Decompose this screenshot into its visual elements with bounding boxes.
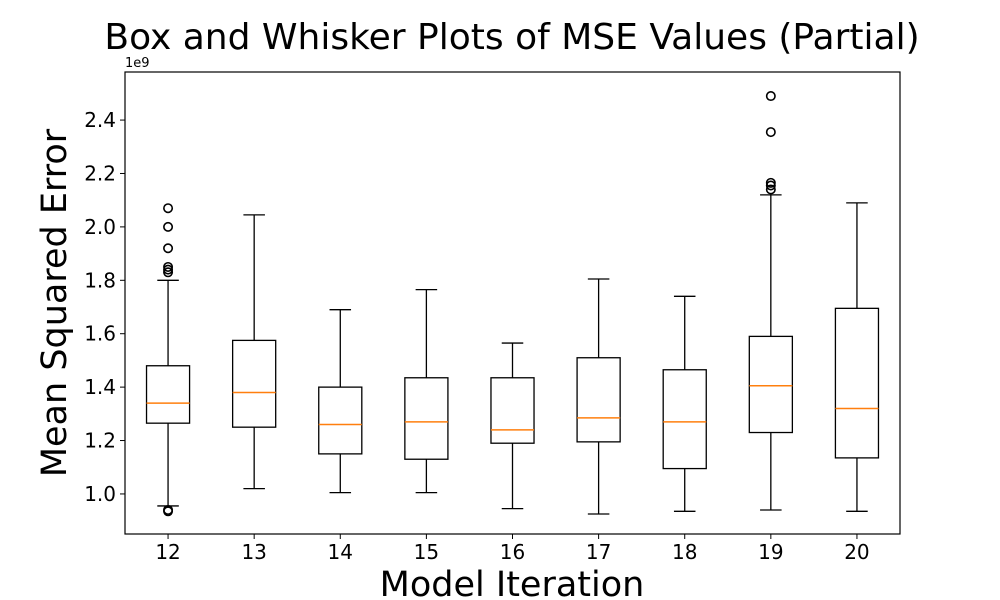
outlier-point [765, 127, 776, 138]
y-axis-title: Mean Squared Error [35, 128, 75, 477]
y-tick-label: 2.2 [84, 161, 116, 185]
y-tick-label: 2.0 [84, 215, 116, 239]
x-tick-label: 13 [241, 540, 266, 564]
iqr-box [834, 307, 880, 459]
outlier-point [163, 261, 174, 272]
chart-title: Box and Whisker Plots of MSE Values (Par… [104, 17, 919, 58]
x-tick-label: 17 [586, 540, 611, 564]
y-tick-label: 1.6 [84, 322, 116, 346]
x-tick-label: 18 [672, 540, 697, 564]
plot-frame [124, 71, 901, 535]
y-tick-label: 1.0 [84, 482, 116, 506]
iqr-box [145, 365, 191, 424]
iqr-box [318, 386, 363, 455]
outlier-point [765, 91, 776, 102]
iqr-box [231, 339, 277, 428]
x-tick-label: 14 [328, 540, 353, 564]
outlier-point [765, 177, 776, 188]
iqr-box [576, 357, 621, 443]
x-tick-label: 20 [844, 540, 869, 564]
x-axis-title: Model Iteration [380, 565, 645, 600]
iqr-box [404, 377, 449, 460]
x-tick-label: 12 [155, 540, 180, 564]
outlier-point [765, 184, 776, 195]
y-axis-offset-label: 1e9 [125, 56, 150, 71]
y-tick-label: 2.4 [84, 108, 116, 132]
y-tick-label: 1.4 [84, 375, 116, 399]
outlier-point [163, 504, 174, 515]
iqr-box [748, 335, 794, 434]
outlier-point [163, 221, 174, 232]
y-tick-label: 1.2 [84, 429, 116, 453]
iqr-box [490, 377, 535, 444]
plot-area: 1.0 1.2 1.4 1.6 1.8 2.0 2.2 2.4 12 13 14 15 16 17 18 19… [84, 91, 880, 564]
y-tick-label: 1.8 [84, 268, 116, 292]
outlier-point [163, 203, 174, 214]
x-tick-label: 16 [500, 540, 525, 564]
x-tick-label: 15 [414, 540, 439, 564]
outlier-point [163, 243, 174, 254]
x-tick-label: 19 [758, 540, 783, 564]
iqr-box [662, 369, 707, 470]
